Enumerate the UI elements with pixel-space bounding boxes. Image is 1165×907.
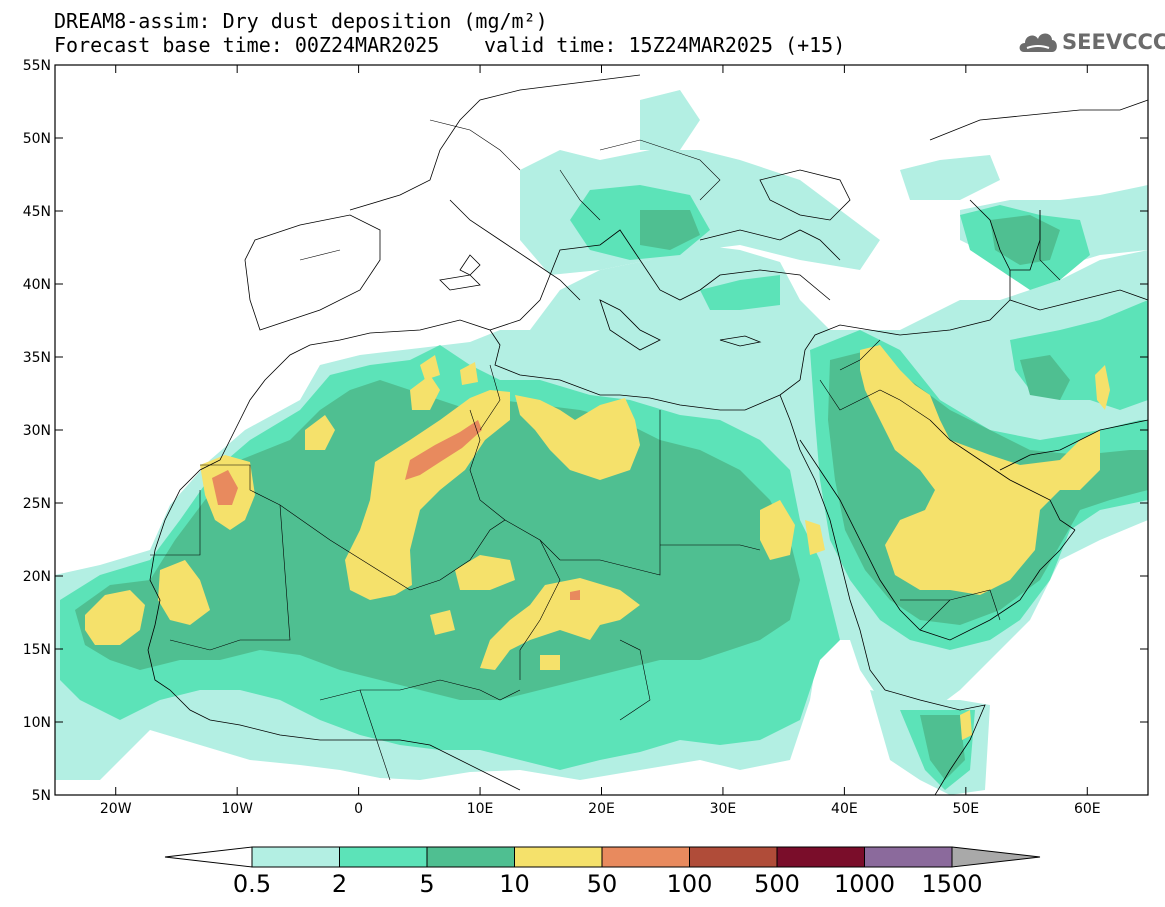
- lon-tick-label: 20E: [588, 801, 615, 817]
- colorbar-label: 5: [419, 870, 435, 898]
- lon-tick-label: 10E: [467, 801, 494, 817]
- lon-tick-label: 30E: [710, 801, 737, 817]
- colorbar-swatch: [864, 846, 953, 868]
- colorbar-swatch: [689, 846, 778, 868]
- colorbar-swatch: [339, 846, 428, 868]
- colorbar-label: 1500: [921, 870, 983, 898]
- colorbar-label: 10: [499, 870, 530, 898]
- lat-tick-label: 20N: [23, 569, 51, 585]
- lat-tick-label: 25N: [23, 496, 51, 512]
- colorbar-left-arrow: [164, 846, 253, 868]
- logo-text: SEEVCCC: [1062, 30, 1165, 54]
- valid-time: valid time: 15Z24MAR2025 (+15): [484, 33, 846, 57]
- colorbar-swatch: [426, 846, 515, 868]
- colorbar-right-arrow: [951, 846, 1041, 868]
- lon-tick-label: 20W: [100, 801, 132, 817]
- colorbar-label: 2: [331, 870, 348, 898]
- colorbar-swatch: [251, 846, 340, 868]
- forecast-base-time: Forecast base time: 00Z24MAR2025: [54, 33, 440, 57]
- lon-tick-label: 10W: [221, 801, 253, 817]
- dust-field: [55, 90, 1148, 795]
- latitude-ticks: 5N 10N 15N 20N 25N 30N 35N 40N 45N 50N 55N: [23, 58, 1148, 804]
- map-title: DREAM8-assim: Dry dust deposition (mg/m²…: [54, 9, 548, 33]
- colorbar-swatch: [514, 846, 603, 868]
- lat-tick-label: 15N: [23, 642, 51, 658]
- colorbar-label: 1000: [833, 870, 896, 898]
- colorbar-swatch: [776, 846, 865, 868]
- country-borders: [150, 119, 1061, 781]
- lat-tick-label: 5N: [32, 788, 51, 804]
- lon-tick-label: 50E: [952, 801, 979, 817]
- lat-tick-label: 40N: [23, 277, 51, 293]
- colorbar-label: 50: [586, 870, 618, 898]
- lat-tick-label: 10N: [23, 715, 51, 731]
- lat-tick-label: 50N: [23, 131, 51, 147]
- lat-tick-label: 30N: [23, 423, 51, 439]
- lon-tick-label: 60E: [1074, 801, 1101, 817]
- colorbar: [164, 846, 1041, 868]
- longitude-ticks: 20W 10W 0 10E 20E 30E 40E 50E 60E: [100, 65, 1101, 817]
- colorbar-label: 0.5: [232, 870, 272, 898]
- lon-tick-label: 0: [354, 801, 363, 817]
- lat-tick-label: 45N: [23, 204, 51, 220]
- coastlines: [147, 74, 1148, 795]
- colorbar-label: 100: [666, 870, 713, 898]
- lat-tick-label: 55N: [23, 58, 51, 74]
- colorbar-swatch: [601, 846, 690, 868]
- lat-tick-label: 35N: [23, 350, 51, 366]
- colorbar-label: 500: [754, 870, 800, 898]
- cloud-icon: [1019, 33, 1057, 52]
- lon-tick-label: 40E: [831, 801, 858, 817]
